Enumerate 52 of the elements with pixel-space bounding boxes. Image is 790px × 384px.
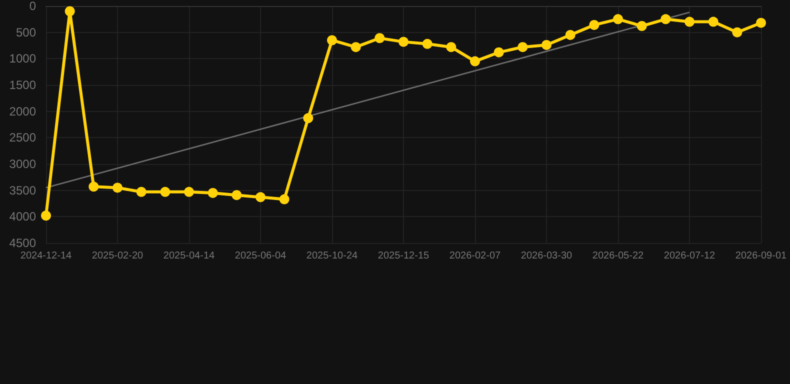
point [732,27,742,38]
point [684,16,694,27]
point [374,33,385,44]
point [41,210,51,221]
point [303,113,314,124]
point [64,6,75,16]
point [232,190,242,200]
point [327,35,337,46]
x-tick-label: 2024-12-14 [20,250,72,262]
y-tick-label: 0 [29,0,36,13]
point [112,182,122,193]
point [613,14,623,24]
y-tick-label: 4000 [9,210,36,224]
y-tick-label: 3500 [9,183,36,198]
point [542,40,552,50]
point [256,192,266,202]
point [636,21,647,32]
point [422,38,432,49]
point [184,186,194,197]
x-tick-label: 2025-12-15 [378,250,430,262]
point [565,30,576,40]
y-tick-label: 1500 [9,78,36,92]
point [756,18,766,28]
point [208,188,218,198]
point [350,42,361,52]
point [589,20,600,30]
y-tick-label: 3000 [9,157,36,171]
x-tick-label: 2025-06-04 [234,250,287,262]
point [136,186,146,197]
point [446,42,456,52]
y-tick-label: 2000 [9,104,36,118]
y-tick-label: 500 [16,25,36,40]
point [88,182,99,192]
x-tick-label: 2025-02-20 [92,250,144,262]
y-tick-label: 2500 [9,130,36,145]
point [160,186,170,197]
y-tick-label: 1000 [9,52,36,66]
x-tick-label: 2026-03-30 [520,250,573,262]
y-tick-label: 4500 [9,236,36,250]
point [494,47,504,58]
point [470,56,480,66]
x-tick-label: 2026-02-07 [449,250,502,262]
point [708,16,718,27]
point [398,36,408,47]
x-tick-label: 2026-07-12 [664,250,716,262]
x-tick-label: 2026-05-22 [592,250,644,262]
point [660,14,671,24]
point [279,194,290,204]
x-tick-label: 2025-04-14 [163,250,216,262]
point [518,42,528,52]
x-tick-label: 2026-09-01 [735,250,788,262]
x-tick-label: 2025-10-24 [306,250,358,262]
